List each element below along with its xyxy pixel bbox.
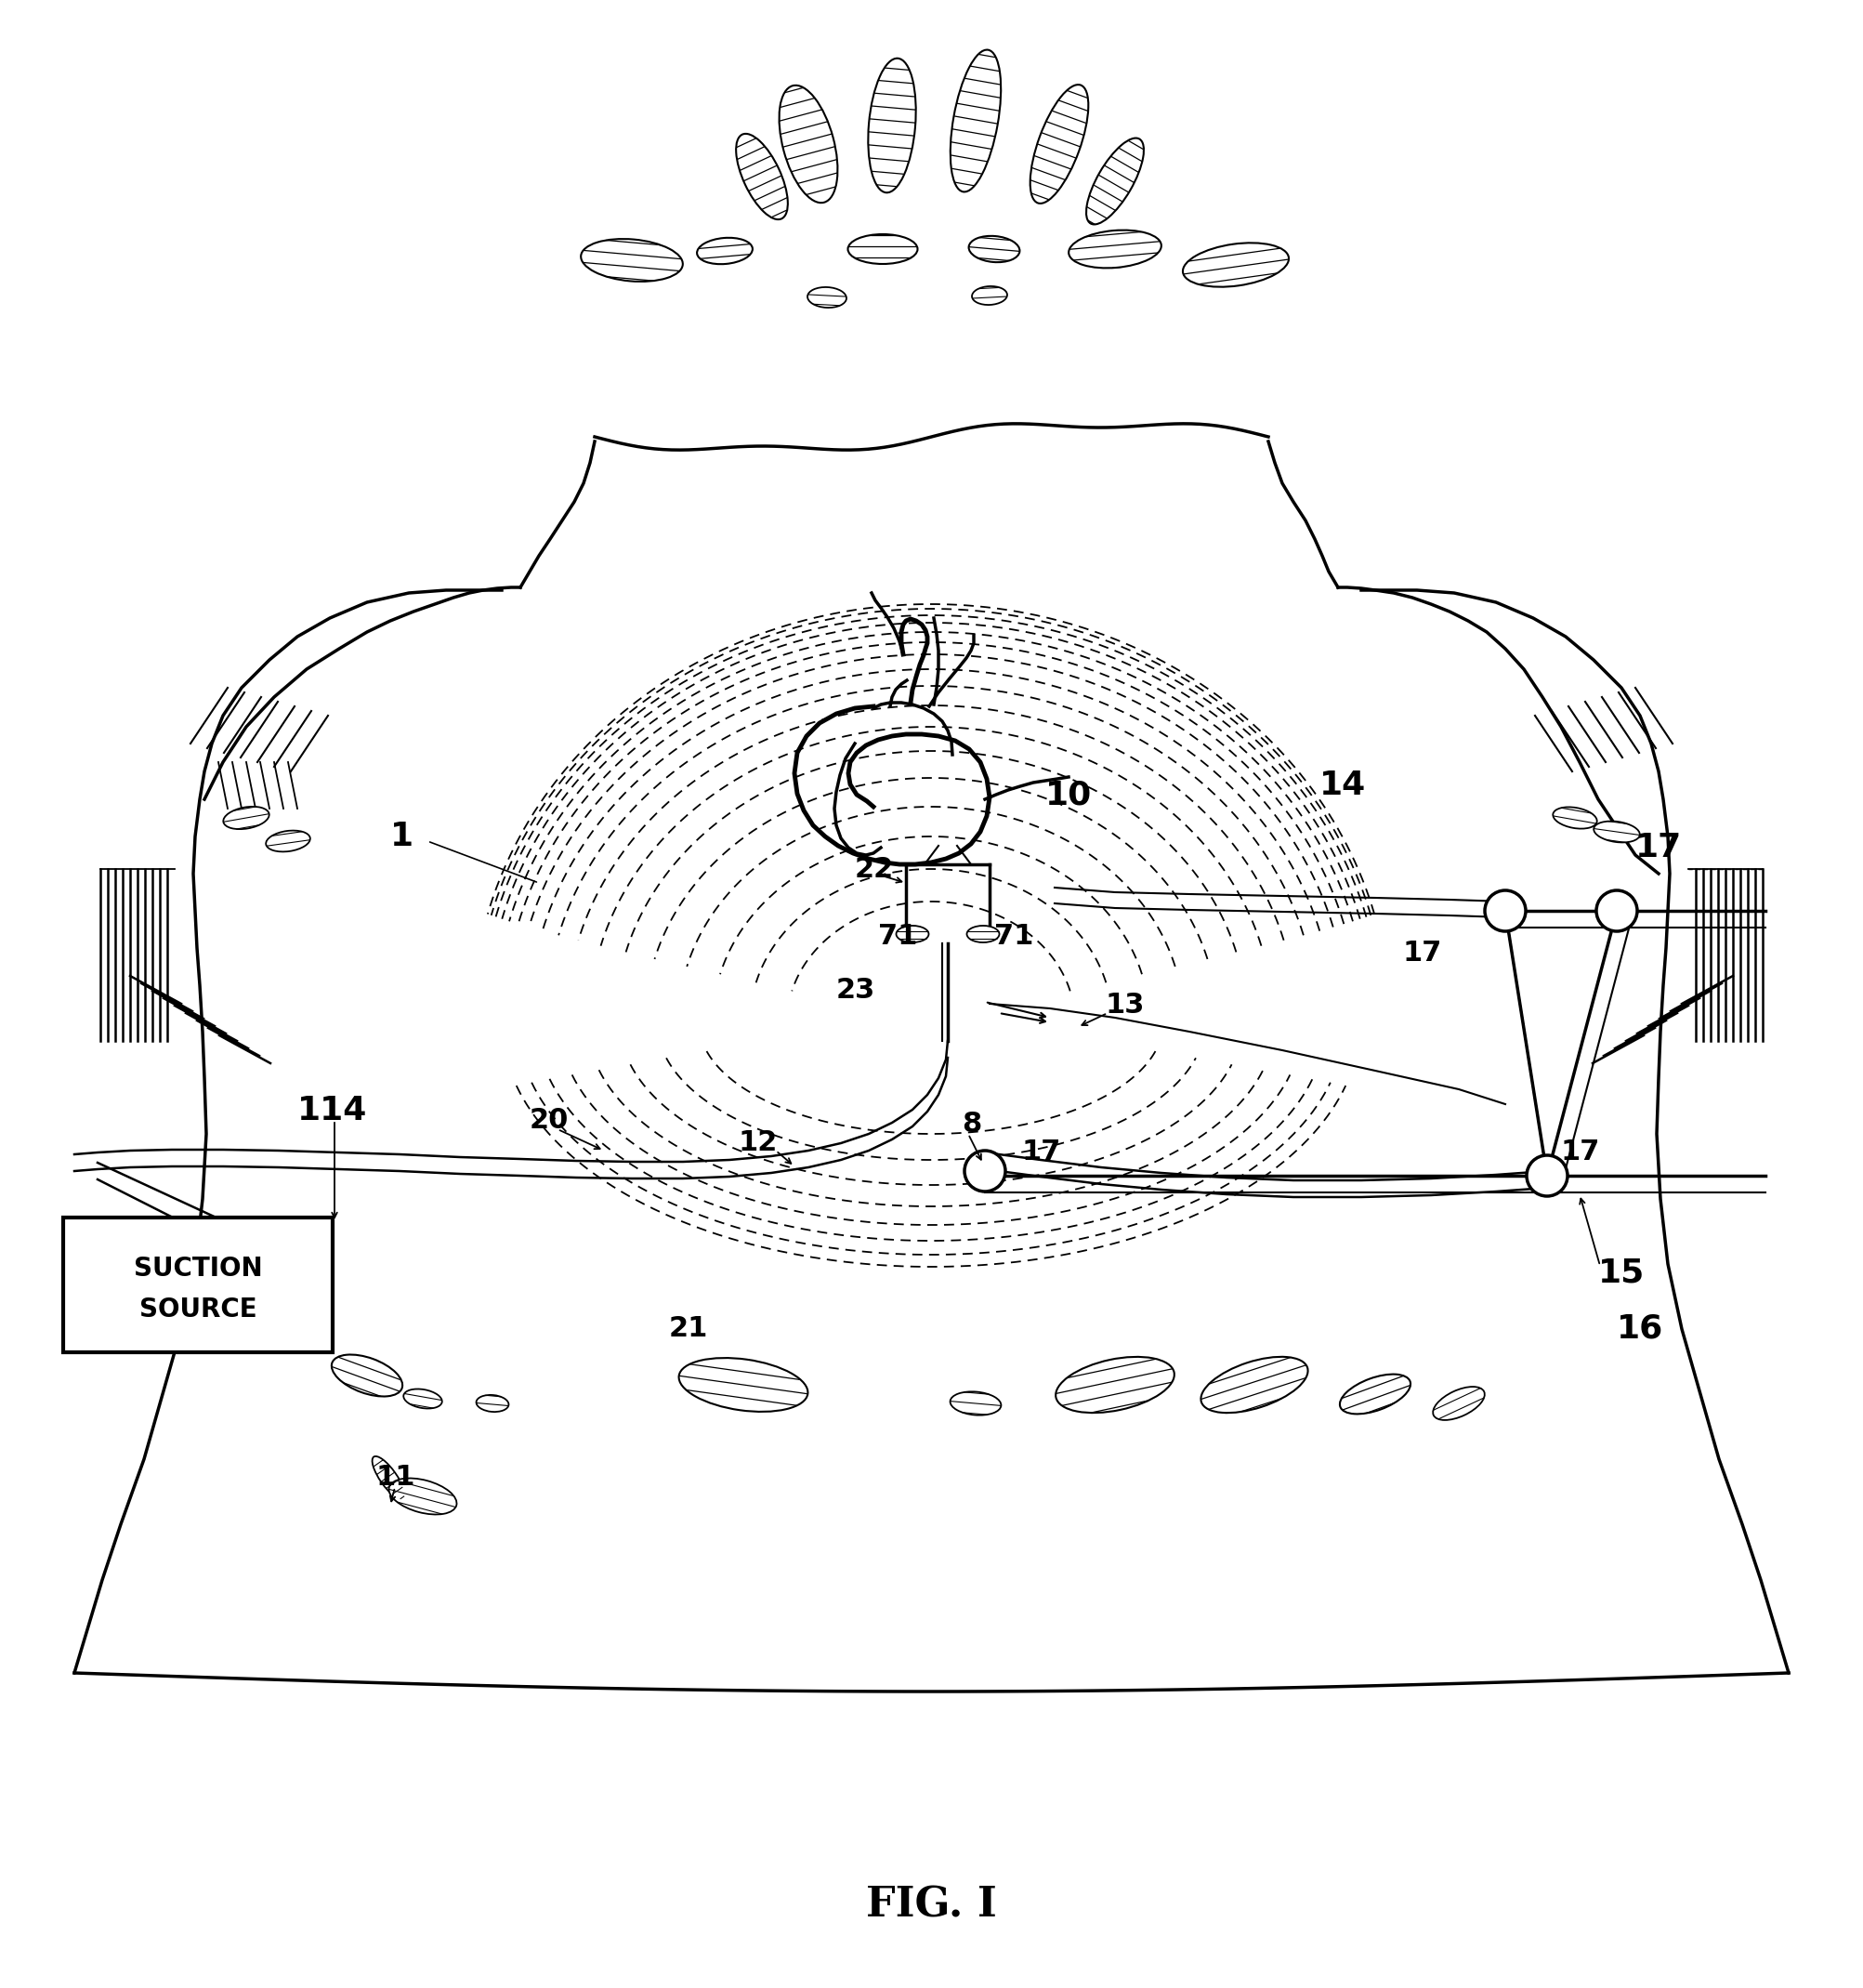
- Text: 17: 17: [1561, 1139, 1600, 1165]
- Ellipse shape: [1202, 1356, 1308, 1413]
- Text: 15: 15: [1598, 1258, 1645, 1288]
- Ellipse shape: [1086, 137, 1144, 225]
- Ellipse shape: [477, 1396, 509, 1411]
- Text: 13: 13: [1107, 992, 1146, 1020]
- Ellipse shape: [581, 239, 682, 282]
- Ellipse shape: [224, 807, 268, 829]
- Text: 20: 20: [529, 1107, 568, 1133]
- Text: 8: 8: [961, 1111, 982, 1137]
- Ellipse shape: [697, 239, 753, 264]
- Ellipse shape: [848, 235, 918, 264]
- Text: 114: 114: [298, 1095, 367, 1127]
- Ellipse shape: [1069, 231, 1161, 268]
- Ellipse shape: [972, 286, 1008, 304]
- Circle shape: [965, 1151, 1006, 1191]
- Ellipse shape: [1030, 85, 1088, 203]
- Ellipse shape: [404, 1390, 442, 1409]
- Text: 11: 11: [376, 1465, 415, 1491]
- Text: 17: 17: [1023, 1139, 1062, 1165]
- Ellipse shape: [1554, 807, 1597, 829]
- Text: 22: 22: [855, 855, 894, 883]
- Text: 14: 14: [1319, 769, 1366, 801]
- Text: SOURCE: SOURCE: [140, 1296, 257, 1322]
- Text: 23: 23: [836, 976, 876, 1004]
- Circle shape: [1485, 891, 1526, 930]
- Text: 71: 71: [877, 922, 917, 950]
- Ellipse shape: [868, 58, 917, 193]
- Ellipse shape: [389, 1479, 456, 1515]
- Ellipse shape: [969, 237, 1019, 262]
- Ellipse shape: [678, 1358, 809, 1411]
- Circle shape: [1526, 1155, 1567, 1197]
- Bar: [63, 1217, 333, 1352]
- Ellipse shape: [950, 1392, 1000, 1415]
- Text: 17: 17: [1403, 938, 1442, 966]
- Ellipse shape: [1433, 1388, 1485, 1419]
- Ellipse shape: [266, 831, 309, 851]
- Ellipse shape: [1593, 821, 1639, 843]
- Text: FIG. I: FIG. I: [866, 1885, 997, 1924]
- Text: SUCTION: SUCTION: [134, 1256, 263, 1282]
- Text: 71: 71: [995, 922, 1034, 950]
- Circle shape: [1597, 891, 1638, 930]
- Text: 10: 10: [1045, 779, 1092, 811]
- Ellipse shape: [896, 926, 930, 942]
- Text: 21: 21: [669, 1316, 708, 1342]
- Ellipse shape: [1183, 243, 1289, 286]
- Ellipse shape: [807, 286, 846, 308]
- Ellipse shape: [967, 926, 999, 942]
- Ellipse shape: [332, 1354, 402, 1396]
- Ellipse shape: [736, 133, 788, 219]
- Ellipse shape: [779, 85, 838, 203]
- Text: 1: 1: [389, 821, 414, 853]
- Ellipse shape: [1339, 1374, 1410, 1413]
- Text: 16: 16: [1617, 1314, 1664, 1344]
- Ellipse shape: [950, 50, 1000, 193]
- Ellipse shape: [373, 1457, 404, 1499]
- Text: 12: 12: [740, 1129, 779, 1157]
- Ellipse shape: [1056, 1358, 1174, 1413]
- Text: 17: 17: [1636, 831, 1682, 863]
